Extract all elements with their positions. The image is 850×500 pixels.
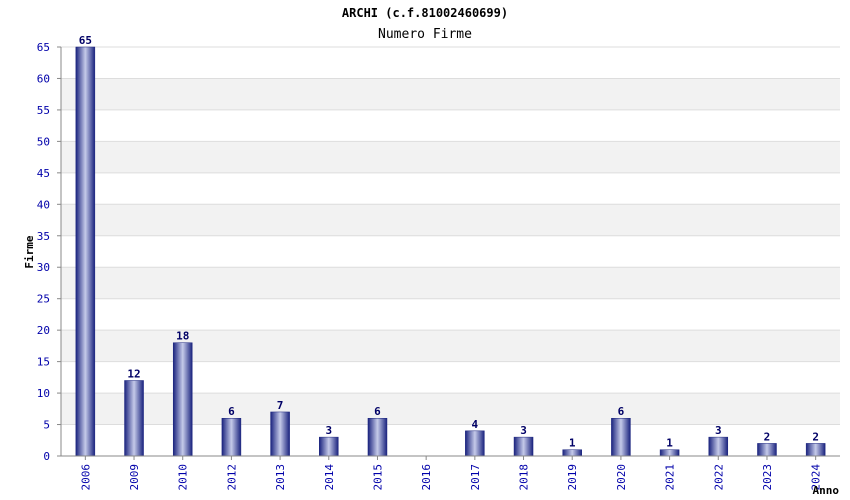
- y-tick-label: 55: [37, 104, 50, 117]
- y-tick-label: 20: [37, 324, 50, 337]
- bar-2012: [221, 417, 242, 457]
- bar-value-label: 1: [666, 437, 673, 450]
- bar-value-label: 7: [277, 399, 284, 412]
- x-tick-label: 2022: [712, 464, 725, 491]
- bar-value-label: 1: [569, 437, 576, 450]
- bar-2010: [172, 342, 193, 457]
- y-tick-label: 0: [43, 450, 50, 463]
- bar-value-label: 3: [325, 424, 332, 437]
- x-axis-ticks: 2006 2009 2010 2012 2013 2014 2015 2016 2017 2018…: [79, 456, 823, 491]
- bars: 65 12 18 6 7 3 6 4 3 1 6 1 3 2 2: [75, 34, 826, 457]
- bar-2024: [805, 443, 826, 457]
- bar-2014: [319, 436, 339, 457]
- grid-band: [61, 141, 840, 173]
- y-tick-label: 50: [37, 135, 50, 148]
- bar-2017: [465, 430, 485, 457]
- bar-value-label: 12: [127, 367, 140, 380]
- x-tick-label: 2019: [566, 464, 579, 491]
- x-tick-label: 2020: [615, 464, 628, 491]
- y-tick-label: 35: [37, 230, 50, 243]
- x-tick-label: 2014: [323, 464, 336, 491]
- bar-value-label: 18: [176, 330, 189, 343]
- x-tick-label: 2015: [371, 464, 384, 491]
- bar-2021: [659, 449, 680, 457]
- x-tick-label: 2021: [664, 464, 677, 491]
- x-tick-label: 2010: [177, 464, 190, 491]
- y-tick-label: 65: [37, 41, 50, 54]
- bar-2019: [562, 449, 582, 457]
- grid-band: [61, 78, 840, 110]
- y-axis-ticks: 0 5 10 15 20 25 30 35 40 45 50 55 60 65: [37, 41, 61, 463]
- y-tick-label: 30: [37, 261, 50, 274]
- bar-value-label: 3: [520, 424, 527, 437]
- x-tick-label: 2006: [79, 464, 92, 491]
- x-tick-label: 2023: [761, 464, 774, 491]
- y-tick-label: 25: [37, 293, 50, 306]
- bar-2018: [513, 436, 534, 457]
- bar-2009: [124, 380, 144, 457]
- bar-2023: [757, 443, 777, 457]
- bar-value-label: 65: [79, 34, 92, 47]
- x-tick-label: 2013: [274, 464, 287, 491]
- chart-subtitle: Numero Firme: [378, 27, 472, 42]
- bar-2020: [611, 417, 631, 457]
- bar-value-label: 2: [812, 430, 819, 443]
- y-tick-label: 45: [37, 167, 50, 180]
- chart-title: ARCHI (c.f.81002460699): [342, 6, 508, 20]
- bar-2022: [708, 436, 729, 457]
- bar-value-label: 6: [618, 405, 625, 418]
- grid-bands: [61, 78, 840, 425]
- bar-value-label: 4: [472, 418, 479, 431]
- bar-2015: [367, 417, 388, 457]
- bar-value-label: 6: [374, 405, 381, 418]
- x-axis-label: Anno: [813, 484, 840, 497]
- bar-value-label: 6: [228, 405, 235, 418]
- x-tick-label: 2009: [128, 464, 141, 491]
- x-tick-label: 2012: [225, 464, 238, 491]
- y-tick-label: 5: [43, 419, 50, 432]
- y-tick-label: 15: [37, 356, 50, 369]
- x-tick-label: 2018: [518, 464, 531, 491]
- bar-2013: [270, 411, 290, 457]
- y-tick-label: 10: [37, 387, 50, 400]
- x-tick-label: 2016: [420, 464, 433, 491]
- bar-value-label: 3: [715, 424, 722, 437]
- x-tick-label: 2024: [810, 464, 823, 491]
- bar-2006: [75, 46, 96, 457]
- y-tick-label: 60: [37, 72, 50, 85]
- bar-value-label: 2: [764, 430, 771, 443]
- x-tick-label: 2017: [469, 464, 482, 491]
- y-axis-label: Firme: [23, 235, 36, 268]
- grid-band: [61, 267, 840, 299]
- grid-band: [61, 204, 840, 236]
- y-tick-label: 40: [37, 198, 50, 211]
